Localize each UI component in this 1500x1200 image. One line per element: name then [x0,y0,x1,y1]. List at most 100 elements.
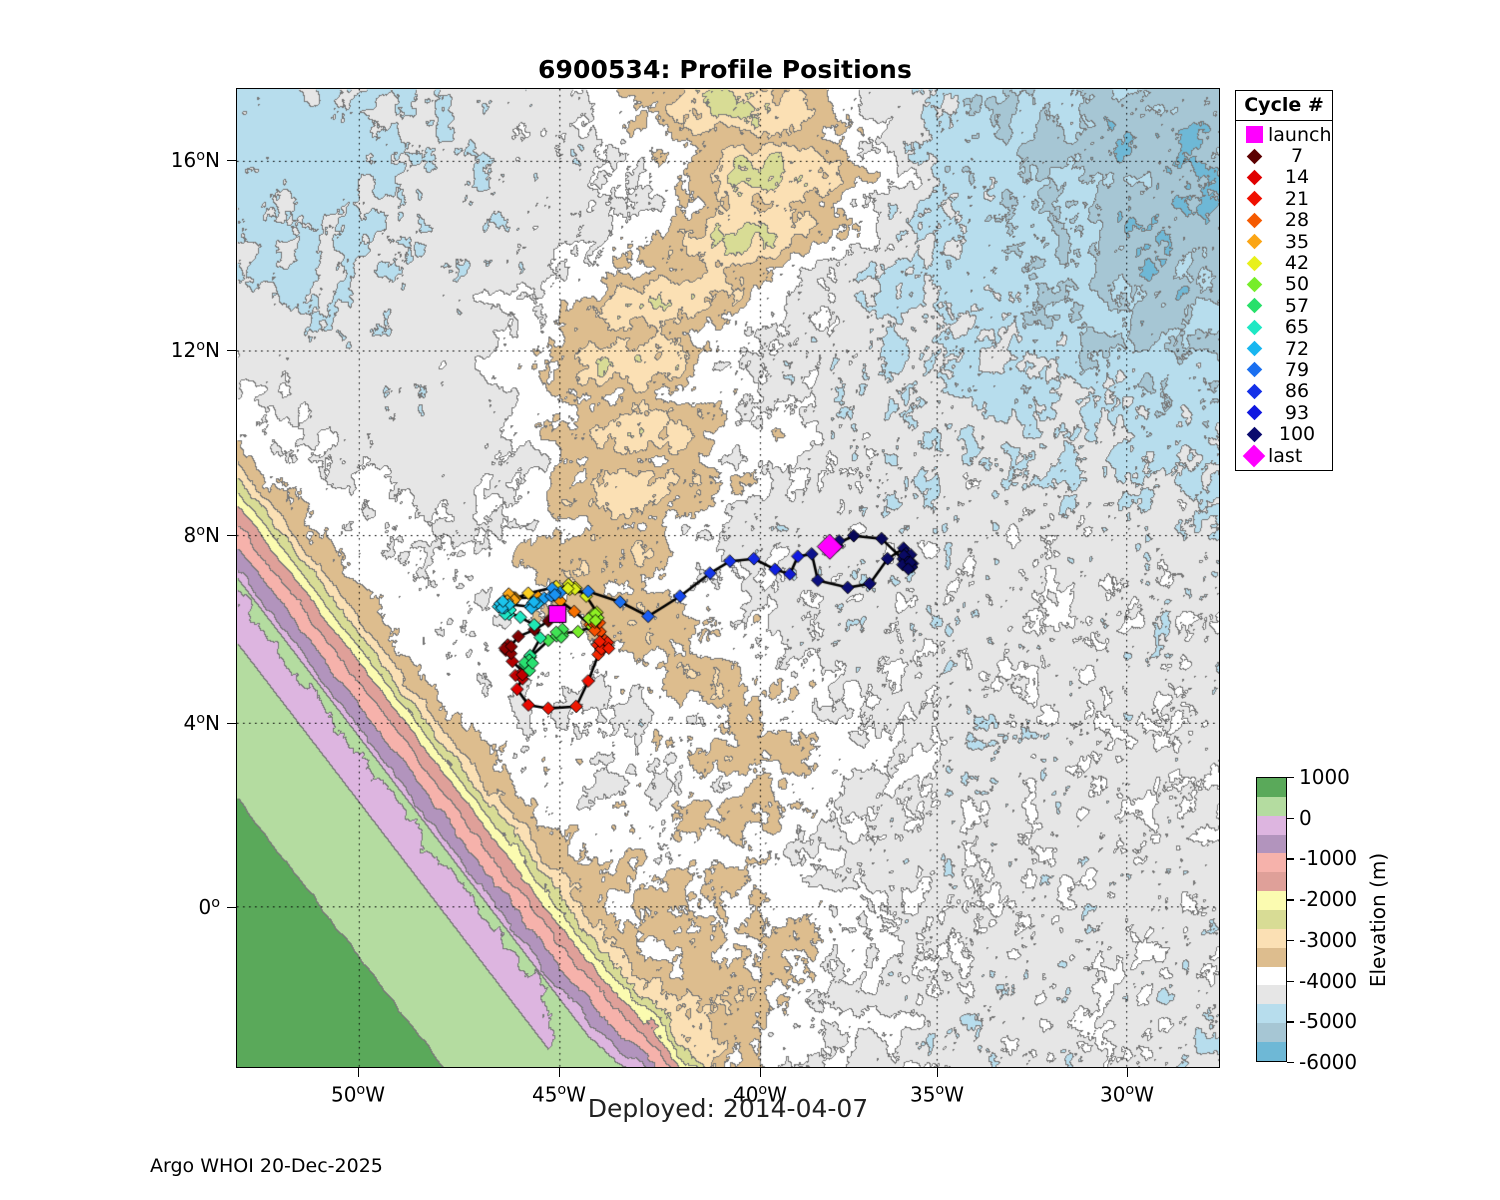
colorbar-band-3 [1257,834,1286,854]
legend-item-label: 72 [1284,337,1310,360]
cycle-diamond-icon [1242,404,1266,421]
colorbar-tick-label-0: 1000 [1299,765,1350,789]
legend-item-label: 7 [1290,145,1304,168]
colorbar-tick-mark [1287,1021,1294,1023]
marker-glyph [1246,404,1262,421]
colorbar-tick-mark [1287,899,1294,901]
legend-item-35[interactable]: 35 [1236,230,1332,253]
legend-item-label: launch [1268,123,1332,146]
cycle-diamond-icon [1242,233,1266,250]
colorbar-band-5 [1257,872,1286,892]
cycle-legend: Cycle # launch 7 14 21 28 35 42 50 57 65 72 79 86 93 1… [1235,90,1333,472]
colorbar-tick-label-4: -3000 [1299,927,1358,952]
legend-item-72[interactable]: 72 [1236,337,1332,360]
legend-title: Cycle # [1236,91,1332,121]
legend-item-93[interactable]: 93 [1236,402,1332,424]
marker-glyph [1246,340,1262,357]
colorbar-tick-mark [1287,858,1294,860]
colorbar-tick-label-3: -2000 [1299,887,1358,912]
legend-item-label: 21 [1284,187,1310,210]
colorbar-tick-mark [1287,777,1294,779]
legend-item-7[interactable]: 7 [1236,145,1332,168]
page-title: 6900534: Profile Positions [538,55,912,84]
x-tick-label-2: 40oW [732,1082,788,1107]
legend-item-label: last [1268,444,1303,467]
legend-item-57[interactable]: 57 [1236,294,1332,317]
x-tick-label-0: 50oW [330,1082,386,1107]
colorbar-tick-mark [1287,817,1294,820]
cycle-diamond-icon [1242,383,1266,400]
legend-item-label: 35 [1284,230,1310,253]
colorbar-tick-label-5: -4000 [1299,968,1358,993]
marker-glyph [1246,255,1262,271]
legend-item-label: 100 [1278,423,1316,446]
marker-glyph [1246,298,1262,314]
colorbar-band-14 [1257,1042,1286,1061]
colorbar-axis-label: Elevation (m) [1366,852,1390,988]
y-tick-label-2: 8oN [183,522,220,548]
legend-item-86[interactable]: 86 [1236,380,1332,403]
launch-square-icon [1242,126,1266,144]
x-tick-mark [760,1068,761,1077]
colorbar-band-13 [1257,1023,1286,1043]
colorbar-tick-label-7: -6000 [1299,1050,1358,1074]
last-diamond-icon [1242,444,1266,467]
cycle-diamond-icon [1242,319,1266,335]
cycle-diamond-icon [1242,362,1266,378]
marker-glyph [1245,126,1263,144]
x-tick-label-4: 30oW [1099,1082,1155,1107]
legend-item-label: 57 [1284,294,1310,317]
y-tick-mark [227,723,236,724]
marker-glyph [1246,169,1262,186]
colorbar-tick-mark [1287,1062,1294,1064]
cycle-diamond-icon [1242,255,1266,271]
colorbar-band-9 [1257,947,1286,967]
y-tick-label-3: 4oN [183,710,220,736]
legend-item-launch[interactable]: launch [1236,123,1332,146]
x-tick-mark [559,1068,560,1077]
legend-item-last[interactable]: last [1236,444,1332,467]
colorbar-band-6 [1257,891,1286,911]
colorbar-band-12 [1257,1004,1286,1024]
cycle-diamond-icon [1242,276,1266,293]
cycle-diamond-icon [1242,169,1266,186]
colorbar-band-7 [1257,910,1286,929]
marker-glyph [1246,233,1262,250]
marker-glyph [1246,212,1262,229]
x-tick-label-1: 45oW [531,1082,587,1107]
legend-item-label: 50 [1284,273,1310,296]
elevation-colorbar [1256,777,1287,1062]
marker-glyph [1246,383,1262,400]
legend-item-21[interactable]: 21 [1236,187,1332,210]
cycle-diamond-icon [1242,426,1266,442]
marker-glyph [1246,319,1262,335]
cycle-diamond-icon [1242,298,1266,314]
y-tick-mark [227,160,236,161]
x-tick-mark [358,1068,359,1077]
colorbar-band-2 [1257,815,1286,835]
legend-item-14[interactable]: 14 [1236,166,1332,189]
y-tick-mark [227,907,236,908]
colorbar-band-8 [1257,928,1286,948]
marker-glyph [1246,276,1262,293]
legend-item-100[interactable]: 100 [1236,423,1332,446]
legend-item-42[interactable]: 42 [1236,252,1332,274]
deployed-date-label: Deployed: 2014-04-07 [587,1094,869,1123]
legend-item-79[interactable]: 79 [1236,359,1332,381]
marker-glyph [1246,426,1262,442]
legend-item-label: 28 [1284,209,1310,232]
float-track-layer [237,89,1219,1067]
colorbar-band-10 [1257,966,1286,986]
colorbar-tick-mark [1287,980,1294,982]
map-plot-area[interactable] [236,88,1220,1068]
legend-item-label: 14 [1284,166,1310,189]
legend-item-label: 79 [1284,359,1310,381]
colorbar-tick-label-2: -1000 [1299,846,1358,871]
colorbar-tick-label-1: 0 [1299,805,1312,830]
legend-item-50[interactable]: 50 [1236,273,1332,296]
legend-item-28[interactable]: 28 [1236,209,1332,232]
legend-item-65[interactable]: 65 [1236,316,1332,338]
legend-item-label: 86 [1284,380,1310,403]
marker-glyph [1242,444,1266,467]
x-tick-mark [1127,1068,1128,1077]
